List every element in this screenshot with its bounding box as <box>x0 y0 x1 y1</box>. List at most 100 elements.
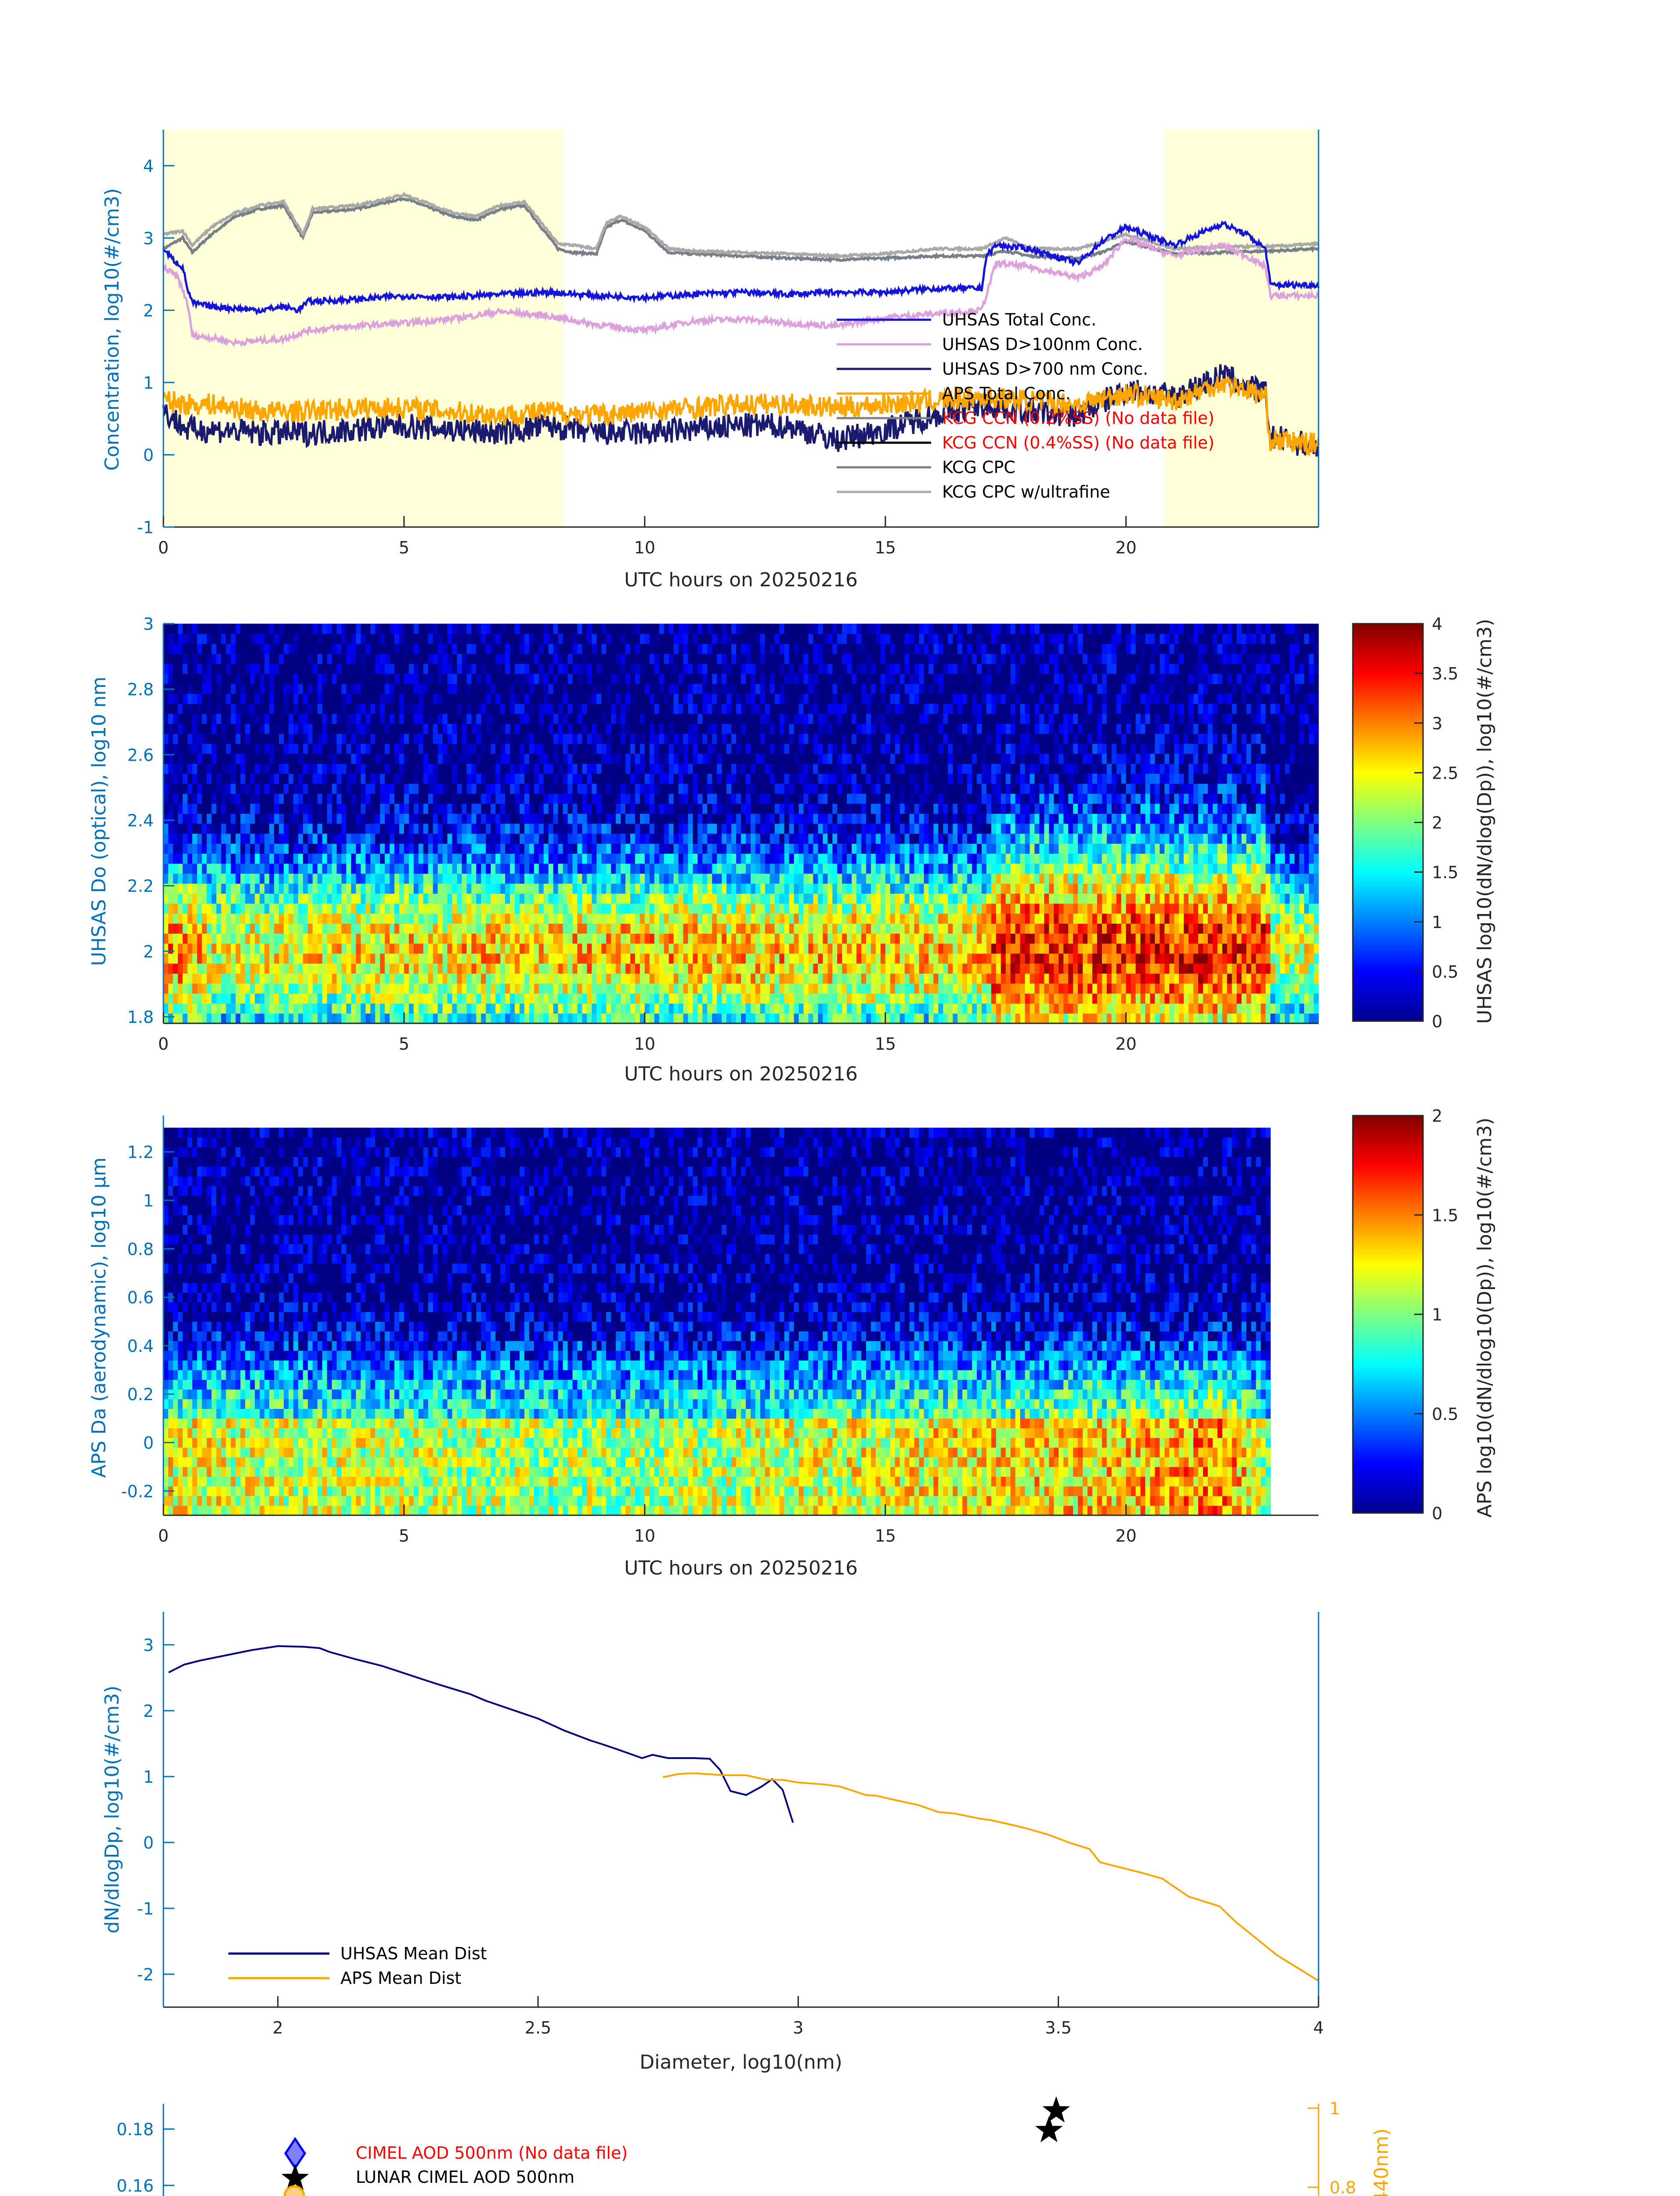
heatmap-cell <box>437 624 443 634</box>
heatmap-cell <box>731 833 737 844</box>
heatmap-cell <box>707 624 712 634</box>
heatmap-cell <box>211 683 217 694</box>
heatmap-cell <box>437 704 443 714</box>
heatmap-cell <box>486 733 491 744</box>
heatmap-cell <box>442 873 448 884</box>
heatmap-cell <box>750 903 756 914</box>
heatmap-cell <box>356 863 361 874</box>
heatmap-cell <box>245 963 250 974</box>
heatmap-cell <box>240 633 246 644</box>
heatmap-cell <box>327 643 332 654</box>
heatmap-cell <box>437 923 443 934</box>
heatmap-cell <box>693 784 698 794</box>
heatmap-cell <box>476 953 481 964</box>
heatmap-cell <box>505 773 510 784</box>
heatmap-cell <box>659 903 665 914</box>
heatmap-cell <box>346 873 351 884</box>
heatmap-cell <box>558 903 564 914</box>
heatmap-cell <box>375 713 380 724</box>
heatmap-cell <box>346 933 351 944</box>
heatmap-cell <box>722 654 727 664</box>
heatmap-cell <box>307 1013 313 1024</box>
heatmap-cell <box>644 883 650 894</box>
heatmap-cell <box>418 863 424 874</box>
heatmap-cell <box>639 704 645 714</box>
heatmap-cell <box>476 983 481 994</box>
heatmap-cell <box>375 673 380 684</box>
heatmap-cell <box>303 923 308 934</box>
heatmap-cell <box>399 903 405 914</box>
heatmap-cell <box>390 704 395 714</box>
heatmap-cell <box>693 933 698 944</box>
heatmap-cell <box>312 943 318 954</box>
heatmap-cell <box>370 813 376 824</box>
heatmap-cell <box>346 664 351 674</box>
heatmap-cell <box>375 1013 380 1024</box>
heatmap-cell <box>423 793 429 804</box>
heatmap-cell <box>529 1013 535 1024</box>
heatmap-cell <box>707 913 712 924</box>
heatmap-cell <box>274 723 279 734</box>
x-tick-label: 5 <box>399 538 409 557</box>
heatmap-cell <box>693 963 698 974</box>
heatmap-cell <box>442 654 448 664</box>
heatmap-cell <box>726 624 732 634</box>
heatmap-cell <box>750 643 756 654</box>
heatmap-cell <box>307 1003 313 1014</box>
heatmap-cell <box>592 993 597 1004</box>
heatmap-cell <box>163 654 169 664</box>
heatmap-cell <box>390 643 395 654</box>
heatmap-cell <box>240 733 246 744</box>
heatmap-cell <box>596 933 602 944</box>
heatmap-cell <box>245 983 250 994</box>
heatmap-cell <box>423 723 429 734</box>
heatmap-cell <box>697 893 703 904</box>
heatmap-cell <box>413 693 419 704</box>
heatmap-cell <box>495 893 501 904</box>
heatmap-cell <box>197 843 202 854</box>
heatmap-cell <box>298 893 303 904</box>
heatmap-cell <box>423 943 429 954</box>
heatmap-cell <box>654 723 660 734</box>
heatmap-cell <box>553 943 559 954</box>
heatmap-cell <box>187 833 193 844</box>
heatmap-cell <box>177 803 183 814</box>
heatmap-cell <box>390 813 395 824</box>
heatmap-cell <box>274 903 279 914</box>
heatmap-cell <box>399 773 405 784</box>
heatmap-cell <box>466 704 472 714</box>
heatmap-cell <box>250 624 255 634</box>
heatmap-cell <box>457 824 462 834</box>
heatmap-cell <box>750 913 756 924</box>
heatmap-cell <box>235 744 241 754</box>
heatmap-cell <box>351 713 356 724</box>
heatmap-cell <box>385 643 390 654</box>
heatmap-cell <box>712 683 717 694</box>
heatmap-cell <box>197 1013 202 1024</box>
heatmap-cell <box>519 983 525 994</box>
heatmap-cell <box>240 813 246 824</box>
heatmap-cell <box>510 953 515 964</box>
heatmap-cell <box>283 784 289 794</box>
heatmap-cell <box>341 803 347 814</box>
heatmap-cell <box>288 1013 294 1024</box>
heatmap-cell <box>365 773 371 784</box>
heatmap-cell <box>529 773 535 784</box>
heatmap-cell <box>394 793 400 804</box>
heatmap-cell <box>625 784 631 794</box>
heatmap-cell <box>659 643 665 654</box>
heatmap-cell <box>755 923 761 934</box>
heatmap-cell <box>413 843 419 854</box>
heatmap-cell <box>423 733 429 744</box>
heatmap-cell <box>621 683 626 694</box>
heatmap-cell <box>553 873 559 884</box>
heatmap-cell <box>365 833 371 844</box>
heatmap-cell <box>235 853 241 864</box>
heatmap-cell <box>693 673 698 684</box>
heatmap-cell <box>592 873 597 884</box>
heatmap-cell <box>202 923 207 934</box>
heatmap-cell <box>466 943 472 954</box>
heatmap-cell <box>668 1003 674 1014</box>
heatmap-cell <box>283 753 289 764</box>
heatmap-cell <box>644 643 650 654</box>
